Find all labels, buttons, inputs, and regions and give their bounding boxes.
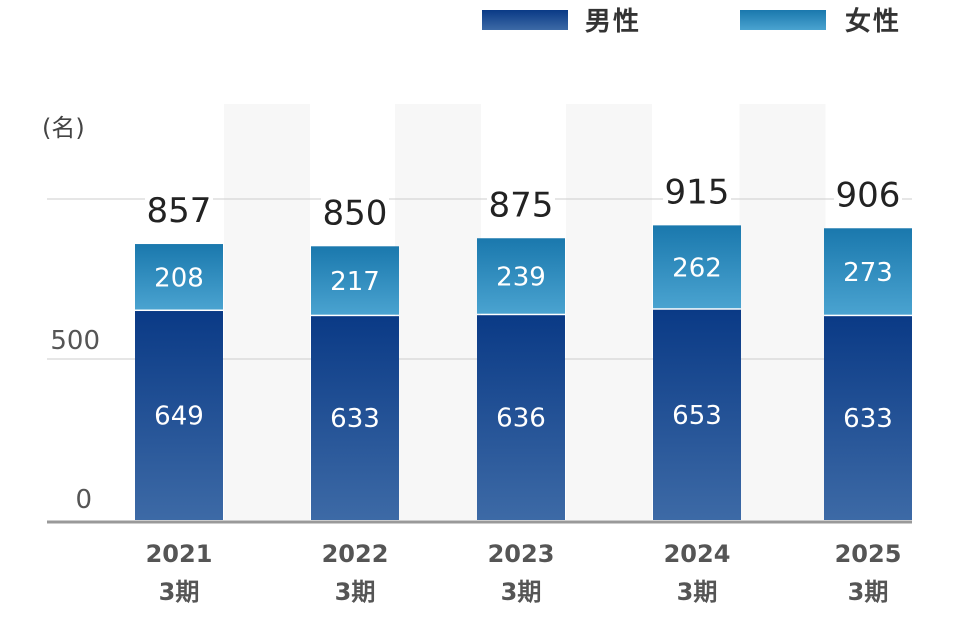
column-shading: [739, 104, 826, 520]
total-label-bg: [321, 194, 389, 233]
total-value-label: 875: [489, 185, 554, 225]
legend-swatch: [482, 10, 568, 30]
x-axis-labels: 2021 3期 2022 3期 2023 3期 2024 3期 2025 3期: [146, 540, 902, 606]
bar-segment: [477, 238, 565, 314]
x-category-period: 3期: [335, 578, 376, 606]
bar-segment: [135, 311, 223, 520]
total-value-label: 915: [665, 172, 730, 212]
segment-value-label: 649: [154, 402, 204, 432]
segment-value-label: 208: [154, 264, 204, 294]
y-tick-label: 500: [50, 326, 100, 356]
x-category-year: 2024: [664, 540, 731, 568]
total-value-label: 850: [323, 193, 388, 233]
bar-segment: [824, 228, 912, 315]
y-axis-unit-label: (名): [42, 114, 85, 142]
column-shading: [566, 104, 652, 520]
bar-segment: [653, 309, 741, 520]
column-shading-layer: [224, 104, 826, 520]
segment-value-label: 262: [672, 254, 722, 284]
x-category-period: 3期: [677, 578, 718, 606]
segment-value-label: 633: [330, 404, 380, 434]
y-tick-label: 0: [75, 485, 92, 515]
segment-value-label: 217: [330, 267, 380, 297]
total-label-bg: [663, 173, 731, 212]
bar-segment: [311, 246, 399, 315]
x-category-period: 3期: [159, 578, 200, 606]
x-category-period: 3期: [501, 578, 542, 606]
bar-segment: [135, 244, 223, 310]
x-category-year: 2025: [835, 540, 902, 568]
bar-segment: [653, 225, 741, 309]
segment-value-label: 633: [843, 404, 893, 434]
segment-value-label: 653: [672, 401, 722, 431]
x-category-year: 2023: [488, 540, 555, 568]
data-labels: 649 208 857 633 217 850 636 239 875 653 262 915 633 2…: [145, 172, 902, 434]
segment-value-label: 273: [843, 258, 893, 288]
bar-segment: [477, 315, 565, 520]
column-shading: [224, 104, 310, 520]
segment-value-label: 636: [496, 404, 546, 434]
column-shading: [395, 104, 481, 520]
total-label-bg: [145, 192, 213, 231]
total-label-bg: [487, 186, 555, 225]
legend-label: 男性: [585, 7, 641, 37]
bar-segment: [311, 316, 399, 520]
legend-swatch: [740, 10, 826, 30]
segment-value-label: 239: [496, 263, 546, 293]
x-category-year: 2022: [322, 540, 389, 568]
x-category-period: 3期: [848, 578, 889, 606]
bar-segment: [824, 316, 912, 520]
total-value-label: 857: [147, 191, 212, 231]
bars: [135, 225, 912, 520]
total-label-bg: [834, 176, 902, 215]
x-category-year: 2021: [146, 540, 213, 568]
total-value-label: 906: [836, 175, 901, 215]
legend-label: 女性: [845, 6, 901, 37]
legend: 男性 女性: [482, 6, 901, 37]
